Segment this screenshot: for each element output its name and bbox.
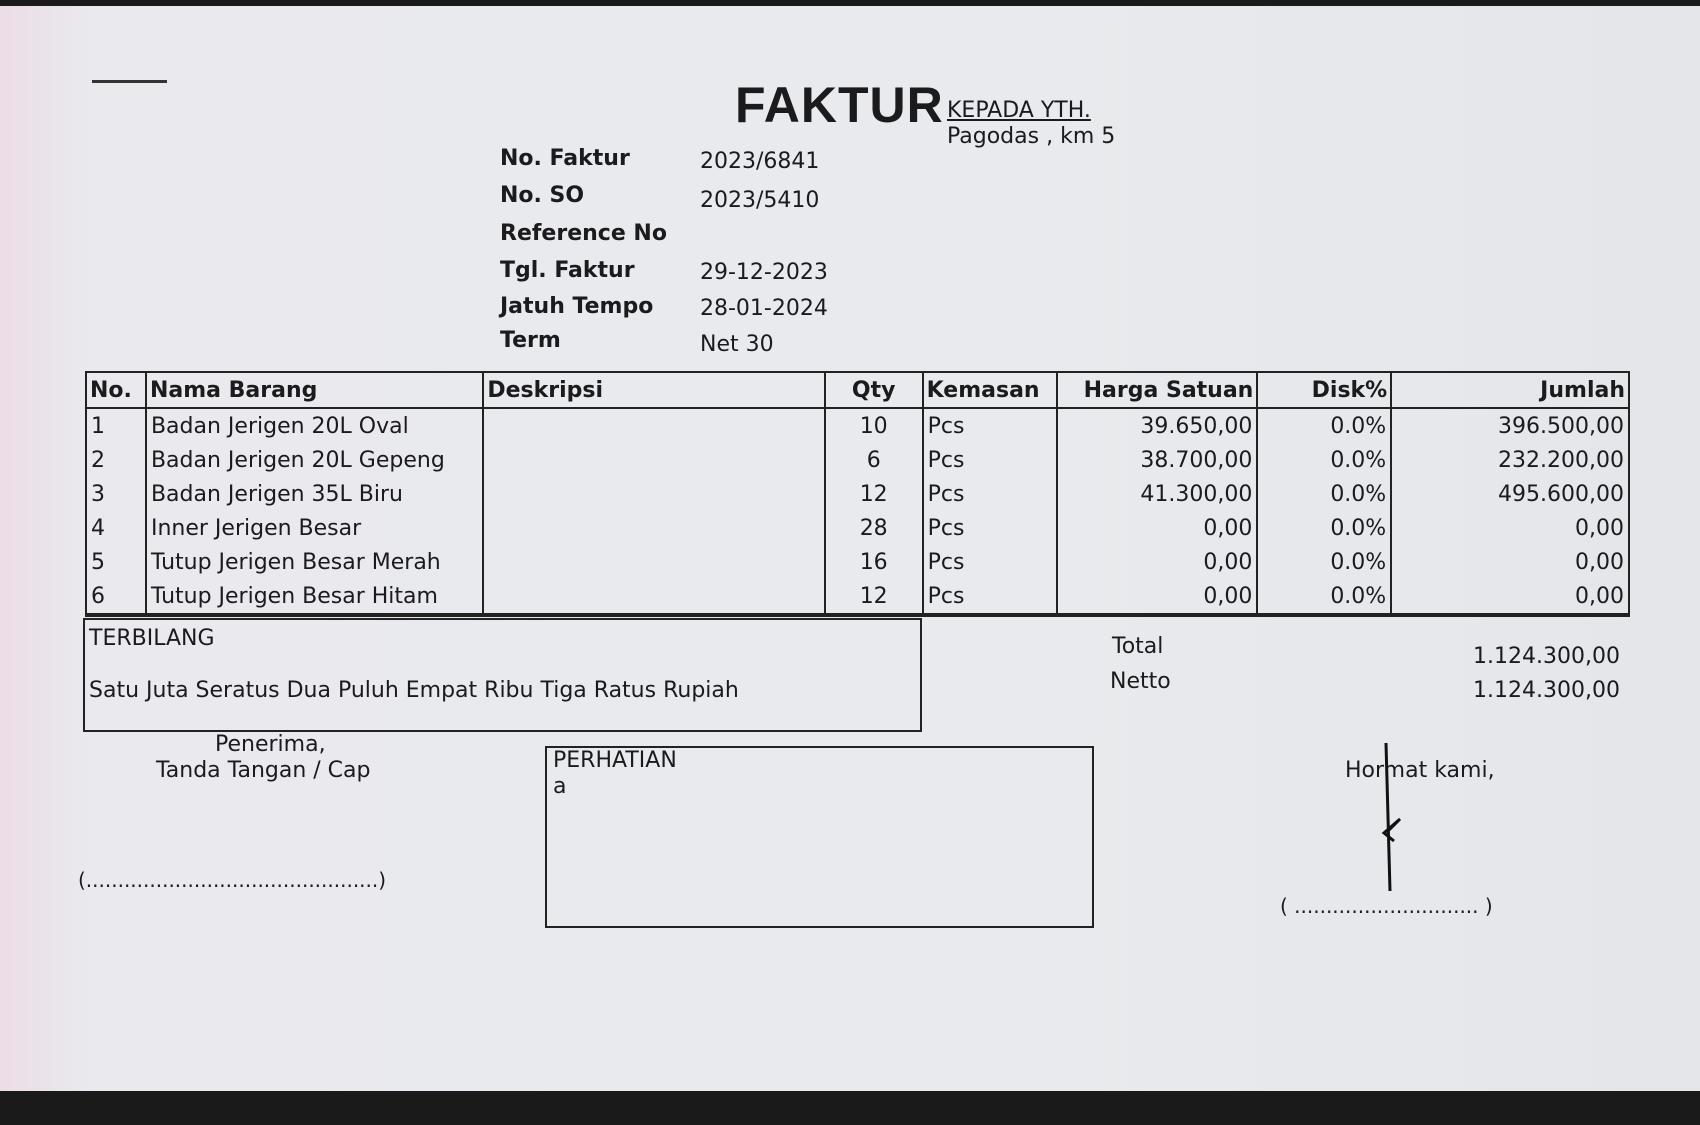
cell-harga: 39.650,00 bbox=[1055, 408, 1259, 443]
info-label: Tgl. Faktur bbox=[500, 258, 635, 283]
cell-kemasan: Pcs bbox=[921, 511, 1058, 545]
cell-disk: 0.0% bbox=[1256, 408, 1393, 443]
cell-no: 6 bbox=[85, 579, 147, 617]
table-row: 6 Tutup Jerigen Besar Hitam 12 Pcs 0,00 0.0% 0… bbox=[85, 579, 1630, 617]
cell-disk: 0.0% bbox=[1256, 477, 1393, 511]
cell-harga: 38.700,00 bbox=[1055, 443, 1259, 477]
info-value: 28-01-2024 bbox=[700, 296, 828, 321]
cell-deskripsi bbox=[482, 511, 826, 545]
items-table: No. Nama Barang Deskripsi Qty Kemasan Ha… bbox=[85, 371, 1630, 617]
cell-kemasan: Pcs bbox=[921, 408, 1058, 443]
info-label: Term bbox=[500, 328, 561, 353]
cell-jumlah: 396.500,00 bbox=[1390, 408, 1630, 443]
table-row: 1 Badan Jerigen 20L Oval 10 Pcs 39.650,00 0.0… bbox=[85, 408, 1630, 443]
total-label: Total bbox=[1112, 634, 1164, 659]
cell-qty: 12 bbox=[823, 477, 924, 511]
info-value: 2023/5410 bbox=[700, 188, 820, 213]
cell-nama: Inner Jerigen Besar bbox=[144, 511, 485, 545]
info-label: Jatuh Tempo bbox=[500, 294, 654, 319]
info-label: Reference No bbox=[500, 221, 667, 246]
col-deskripsi: Deskripsi bbox=[482, 371, 826, 409]
cell-harga: 0,00 bbox=[1055, 511, 1259, 545]
notes-label: PERHATIAN bbox=[553, 748, 677, 773]
cell-no: 4 bbox=[85, 511, 147, 545]
cell-kemasan: Pcs bbox=[921, 579, 1058, 617]
info-label: No. SO bbox=[500, 183, 585, 208]
cell-no: 5 bbox=[85, 545, 147, 579]
terbilang-box: TERBILANG Satu Juta Seratus Dua Puluh Em… bbox=[83, 618, 922, 732]
cell-deskripsi bbox=[482, 579, 826, 617]
info-value: Net 30 bbox=[700, 332, 774, 357]
table-row: 2 Badan Jerigen 20L Gepeng 6 Pcs 38.700,00 0.… bbox=[85, 443, 1630, 477]
table-row: 5 Tutup Jerigen Besar Merah 16 Pcs 0,00 0.0% 0… bbox=[85, 545, 1630, 579]
info-label: No. Faktur bbox=[500, 146, 630, 171]
logo-mark bbox=[92, 80, 167, 83]
cell-jumlah: 495.600,00 bbox=[1390, 477, 1630, 511]
cell-qty: 28 bbox=[823, 511, 924, 545]
receiver-sign-label: Tanda Tangan / Cap bbox=[156, 758, 371, 783]
col-kemasan: Kemasan bbox=[921, 371, 1058, 409]
sender-label: Hormat kami, bbox=[1345, 758, 1495, 783]
cell-harga: 0,00 bbox=[1055, 545, 1259, 579]
receiver-sign-line: (.......................................… bbox=[78, 868, 387, 892]
cell-jumlah: 0,00 bbox=[1390, 545, 1630, 579]
cell-jumlah: 0,00 bbox=[1390, 579, 1630, 617]
netto-label: Netto bbox=[1110, 669, 1171, 694]
receiver-label: Penerima, bbox=[215, 732, 326, 757]
cell-harga: 41.300,00 bbox=[1055, 477, 1259, 511]
notes-box: PERHATIAN a bbox=[545, 746, 1094, 928]
col-qty: Qty bbox=[823, 371, 924, 409]
recipient-label: KEPADA YTH. bbox=[947, 98, 1091, 123]
cell-qty: 6 bbox=[823, 443, 924, 477]
sender-sign-line: ( ............................. ) bbox=[1280, 894, 1493, 918]
col-harga-satuan: Harga Satuan bbox=[1055, 371, 1259, 409]
cell-nama: Badan Jerigen 20L Oval bbox=[144, 408, 485, 443]
notes-text: a bbox=[553, 774, 567, 799]
table-row: 4 Inner Jerigen Besar 28 Pcs 0,00 0.0% 0,00 bbox=[85, 511, 1630, 545]
cell-jumlah: 0,00 bbox=[1390, 511, 1630, 545]
terbilang-label: TERBILANG bbox=[89, 626, 215, 651]
cell-disk: 0.0% bbox=[1256, 443, 1393, 477]
document-title: FAKTUR bbox=[735, 77, 944, 133]
cell-harga: 0,00 bbox=[1055, 579, 1259, 617]
col-disk: Disk% bbox=[1256, 371, 1393, 409]
signature-mark bbox=[1381, 742, 1402, 892]
cell-nama: Badan Jerigen 35L Biru bbox=[144, 477, 485, 511]
cell-qty: 16 bbox=[823, 545, 924, 579]
cell-disk: 0.0% bbox=[1256, 579, 1393, 617]
total-value: 1.124.300,00 bbox=[1473, 644, 1620, 669]
info-value: 29-12-2023 bbox=[700, 260, 828, 285]
netto-value: 1.124.300,00 bbox=[1473, 678, 1620, 703]
cell-kemasan: Pcs bbox=[921, 443, 1058, 477]
cell-kemasan: Pcs bbox=[921, 477, 1058, 511]
cell-deskripsi bbox=[482, 477, 826, 511]
recipient-address: Pagodas , km 5 bbox=[947, 124, 1116, 149]
cell-nama: Tutup Jerigen Besar Merah bbox=[144, 545, 485, 579]
col-jumlah: Jumlah bbox=[1390, 371, 1630, 409]
cell-kemasan: Pcs bbox=[921, 545, 1058, 579]
cell-qty: 12 bbox=[823, 579, 924, 617]
cell-no: 2 bbox=[85, 443, 147, 477]
cell-deskripsi bbox=[482, 443, 826, 477]
col-no: No. bbox=[85, 371, 147, 409]
cell-deskripsi bbox=[482, 545, 826, 579]
table-header: No. Nama Barang Deskripsi Qty Kemasan Ha… bbox=[85, 371, 1630, 409]
cell-deskripsi bbox=[482, 408, 826, 443]
terbilang-text: Satu Juta Seratus Dua Puluh Empat Ribu T… bbox=[89, 678, 739, 703]
cell-qty: 10 bbox=[823, 408, 924, 443]
col-nama-barang: Nama Barang bbox=[144, 371, 485, 409]
invoice-paper: FAKTUR KEPADA YTH. Pagodas , km 5 No. Fa… bbox=[0, 6, 1700, 1091]
cell-disk: 0.0% bbox=[1256, 545, 1393, 579]
table-row: 3 Badan Jerigen 35L Biru 12 Pcs 41.300,00 0.0… bbox=[85, 477, 1630, 511]
cell-disk: 0.0% bbox=[1256, 511, 1393, 545]
cell-jumlah: 232.200,00 bbox=[1390, 443, 1630, 477]
cell-no: 1 bbox=[85, 408, 147, 443]
cell-nama: Tutup Jerigen Besar Hitam bbox=[144, 579, 485, 617]
cell-no: 3 bbox=[85, 477, 147, 511]
cell-nama: Badan Jerigen 20L Gepeng bbox=[144, 443, 485, 477]
info-value: 2023/6841 bbox=[700, 149, 820, 174]
